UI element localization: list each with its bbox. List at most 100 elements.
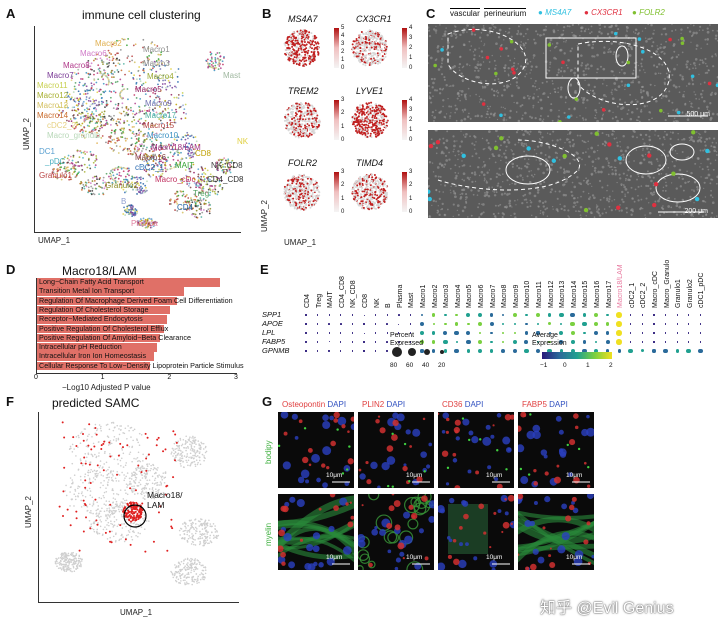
col-label-22: Macro13	[559, 280, 567, 308]
g-scale: 10μm	[566, 472, 583, 479]
dot	[340, 314, 342, 316]
dot	[328, 350, 330, 352]
dot	[548, 322, 552, 326]
cluster-label-nk: NK	[237, 137, 249, 146]
cluster-label-cd4-cd8: CD4_CD8	[207, 175, 244, 184]
g-scale: 10μm	[406, 554, 423, 561]
dot	[559, 330, 564, 336]
dot	[489, 349, 494, 353]
dot	[536, 313, 540, 317]
cluster-label-macro10: Macro10	[147, 131, 179, 140]
dot	[432, 322, 435, 326]
dot	[305, 341, 307, 343]
pct-label: 40	[422, 362, 430, 369]
col-label-14: Macro5	[466, 284, 474, 308]
colorbar-tick: 0	[409, 137, 413, 143]
avg-tick: 2	[609, 362, 613, 369]
colorbar-timd4	[402, 172, 407, 212]
g-col-label-1: PLIN2 DAPI	[362, 400, 405, 409]
dot	[663, 348, 668, 354]
dot	[547, 348, 552, 354]
dot	[351, 323, 354, 325]
cluster-label-cdc2-2: cDC2_2	[47, 121, 76, 130]
dot	[374, 314, 377, 316]
dot	[699, 314, 701, 316]
gene-title-lyve1: LYVE1	[356, 86, 384, 96]
dot	[525, 322, 528, 326]
dot	[420, 349, 424, 353]
dot	[699, 341, 701, 343]
panel-e-letter: E	[260, 262, 269, 277]
dot	[641, 323, 643, 325]
dot	[559, 349, 563, 353]
bar-8	[37, 352, 154, 361]
cluster-label-macro5: Macro5	[135, 85, 162, 94]
dot	[340, 341, 342, 343]
term-label-1: Transition Metal Ion Transport	[39, 286, 135, 296]
dot	[316, 323, 319, 325]
dot	[328, 341, 330, 343]
panel-d-xlabel: −Log10 Adjusted P value	[62, 383, 151, 392]
dot	[431, 331, 436, 335]
gene-title-cx3cr1: CX3CR1	[356, 14, 392, 24]
dot	[688, 341, 690, 343]
dot	[688, 314, 690, 316]
g-image-0-2: 10μm	[438, 412, 514, 488]
cluster-label-macro2: Macro2	[95, 39, 122, 48]
panel-c-legend: vascular perineurium ● MS4A7 ● CX3CR1 ● …	[440, 8, 720, 22]
colorbar-tick: 4	[409, 97, 413, 103]
panel-c-micrograph-bottom: 200 μm	[428, 130, 718, 218]
dot	[605, 349, 610, 353]
term-label-2: Regulation Of Macrophage Derived Foam Ce…	[39, 295, 233, 305]
colorbar-tick: 3	[409, 169, 413, 175]
g-image-1-0: 10μm	[278, 494, 354, 570]
cluster-label-macro15: Macro15	[143, 121, 175, 130]
dot	[386, 323, 388, 325]
g-scale: 10μm	[486, 554, 503, 561]
cluster-label-granulo1: Granulo1	[39, 171, 72, 180]
dot	[688, 332, 690, 334]
macro18-annotation: Macro18/ LAM	[147, 490, 183, 510]
col-label-23: Macro14	[570, 280, 578, 308]
dot	[581, 348, 587, 354]
col-label-5: CD8	[362, 293, 369, 308]
dot	[398, 332, 400, 334]
dot	[570, 321, 576, 327]
dot	[583, 331, 586, 335]
col-label-30: Macro_cDC	[652, 271, 659, 308]
dot	[466, 331, 471, 335]
feature-plot-timd4	[346, 170, 400, 228]
dot	[582, 313, 586, 317]
term-label-4: Receptor−Mediated Endocytosis	[39, 314, 143, 324]
panel-f-ylabel: UMAP_2	[24, 495, 33, 528]
g-marker: Osteopontin	[282, 400, 328, 409]
dot	[419, 321, 425, 327]
dot	[512, 312, 517, 318]
dot	[502, 340, 505, 344]
g-dapi: DAPI	[327, 400, 347, 409]
colorbar-tick: 2	[409, 117, 413, 123]
panel-d-ticks: 0 1 2 3	[34, 374, 238, 384]
dot	[419, 330, 425, 336]
colorbar-tick: 4	[341, 33, 345, 39]
dot	[675, 349, 679, 353]
dot	[409, 332, 412, 334]
col-label-26: Macro17	[605, 280, 613, 308]
dot	[305, 323, 307, 325]
colorbar-tick: 0	[341, 137, 345, 143]
dot	[653, 341, 655, 343]
dot	[443, 349, 447, 353]
dot	[443, 322, 447, 326]
term-label-6: Positive Regulation Of Amyloid−Beta Clea…	[39, 332, 192, 342]
colorbar-tick: 1	[341, 123, 345, 130]
gene-title-folr2: FOLR2	[288, 158, 318, 168]
dot	[548, 331, 551, 335]
dot	[363, 332, 365, 334]
dot	[386, 350, 388, 352]
g-image-0-3: 10μm	[518, 412, 594, 488]
dot	[316, 314, 319, 316]
watermark: 知乎 @Evil Genius	[540, 600, 674, 617]
dot	[665, 332, 667, 334]
g-image-0-1: 10μm	[358, 412, 434, 488]
cluster-label-macro11: Macro11	[37, 81, 68, 90]
